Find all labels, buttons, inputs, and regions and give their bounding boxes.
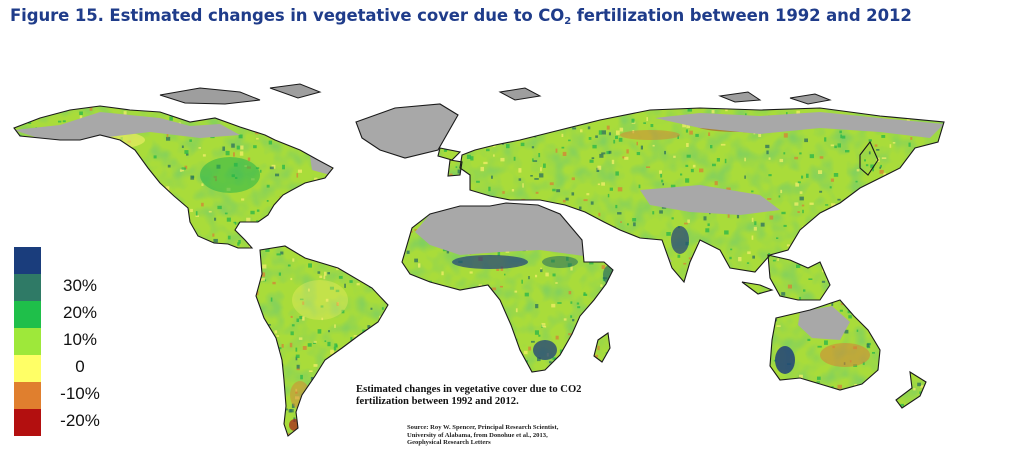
legend-row: -10% <box>14 382 124 409</box>
legend-swatch <box>14 328 41 355</box>
legend-label: 30% <box>62 276 98 295</box>
legend-swatch <box>14 274 41 301</box>
legend-label: 20% <box>62 303 98 322</box>
legend-swatch <box>14 247 41 274</box>
legend-row: 20% <box>14 301 124 328</box>
legend-row: 30% <box>14 274 124 301</box>
figure-title: Figure 15. Estimated changes in vegetati… <box>10 6 912 27</box>
legend-label: -10% <box>60 384 100 403</box>
legend-swatch <box>14 382 41 409</box>
world-vegetation-map <box>13 83 945 437</box>
map-source-line3: Geophysical Research Letters <box>407 439 491 446</box>
legend-label: 10% <box>62 330 98 349</box>
legend-label: -20% <box>60 411 100 430</box>
map-source: Source: Roy W. Spencer, Principal Resear… <box>407 424 637 447</box>
legend-row: 10% <box>14 328 124 355</box>
legend-label: 0 <box>75 357 85 376</box>
legend-swatch <box>14 301 41 328</box>
map-source-line2: University of Alabama, from Donohue et a… <box>407 431 548 439</box>
figure-title-subscript: 2 <box>564 16 572 27</box>
legend-swatch <box>14 409 41 436</box>
figure-title-end: fertilization between 1992 and 2012 <box>571 6 912 25</box>
legend-row: -20% <box>14 409 124 436</box>
map-caption-line2: fertilization between 1992 and 2012. <box>356 396 519 407</box>
map-caption-line1: Estimated changes in vegetative cover du… <box>356 384 582 395</box>
legend-swatch <box>14 355 41 382</box>
figure-title-main: Figure 15. Estimated changes in vegetati… <box>10 6 565 25</box>
coastlines <box>13 83 945 437</box>
legend-row <box>14 247 124 274</box>
legend-row: 0 <box>14 355 124 382</box>
map-caption: Estimated changes in vegetative cover du… <box>356 384 656 408</box>
map-source-line1: Source: Roy W. Spencer, Principal Resear… <box>407 424 559 431</box>
